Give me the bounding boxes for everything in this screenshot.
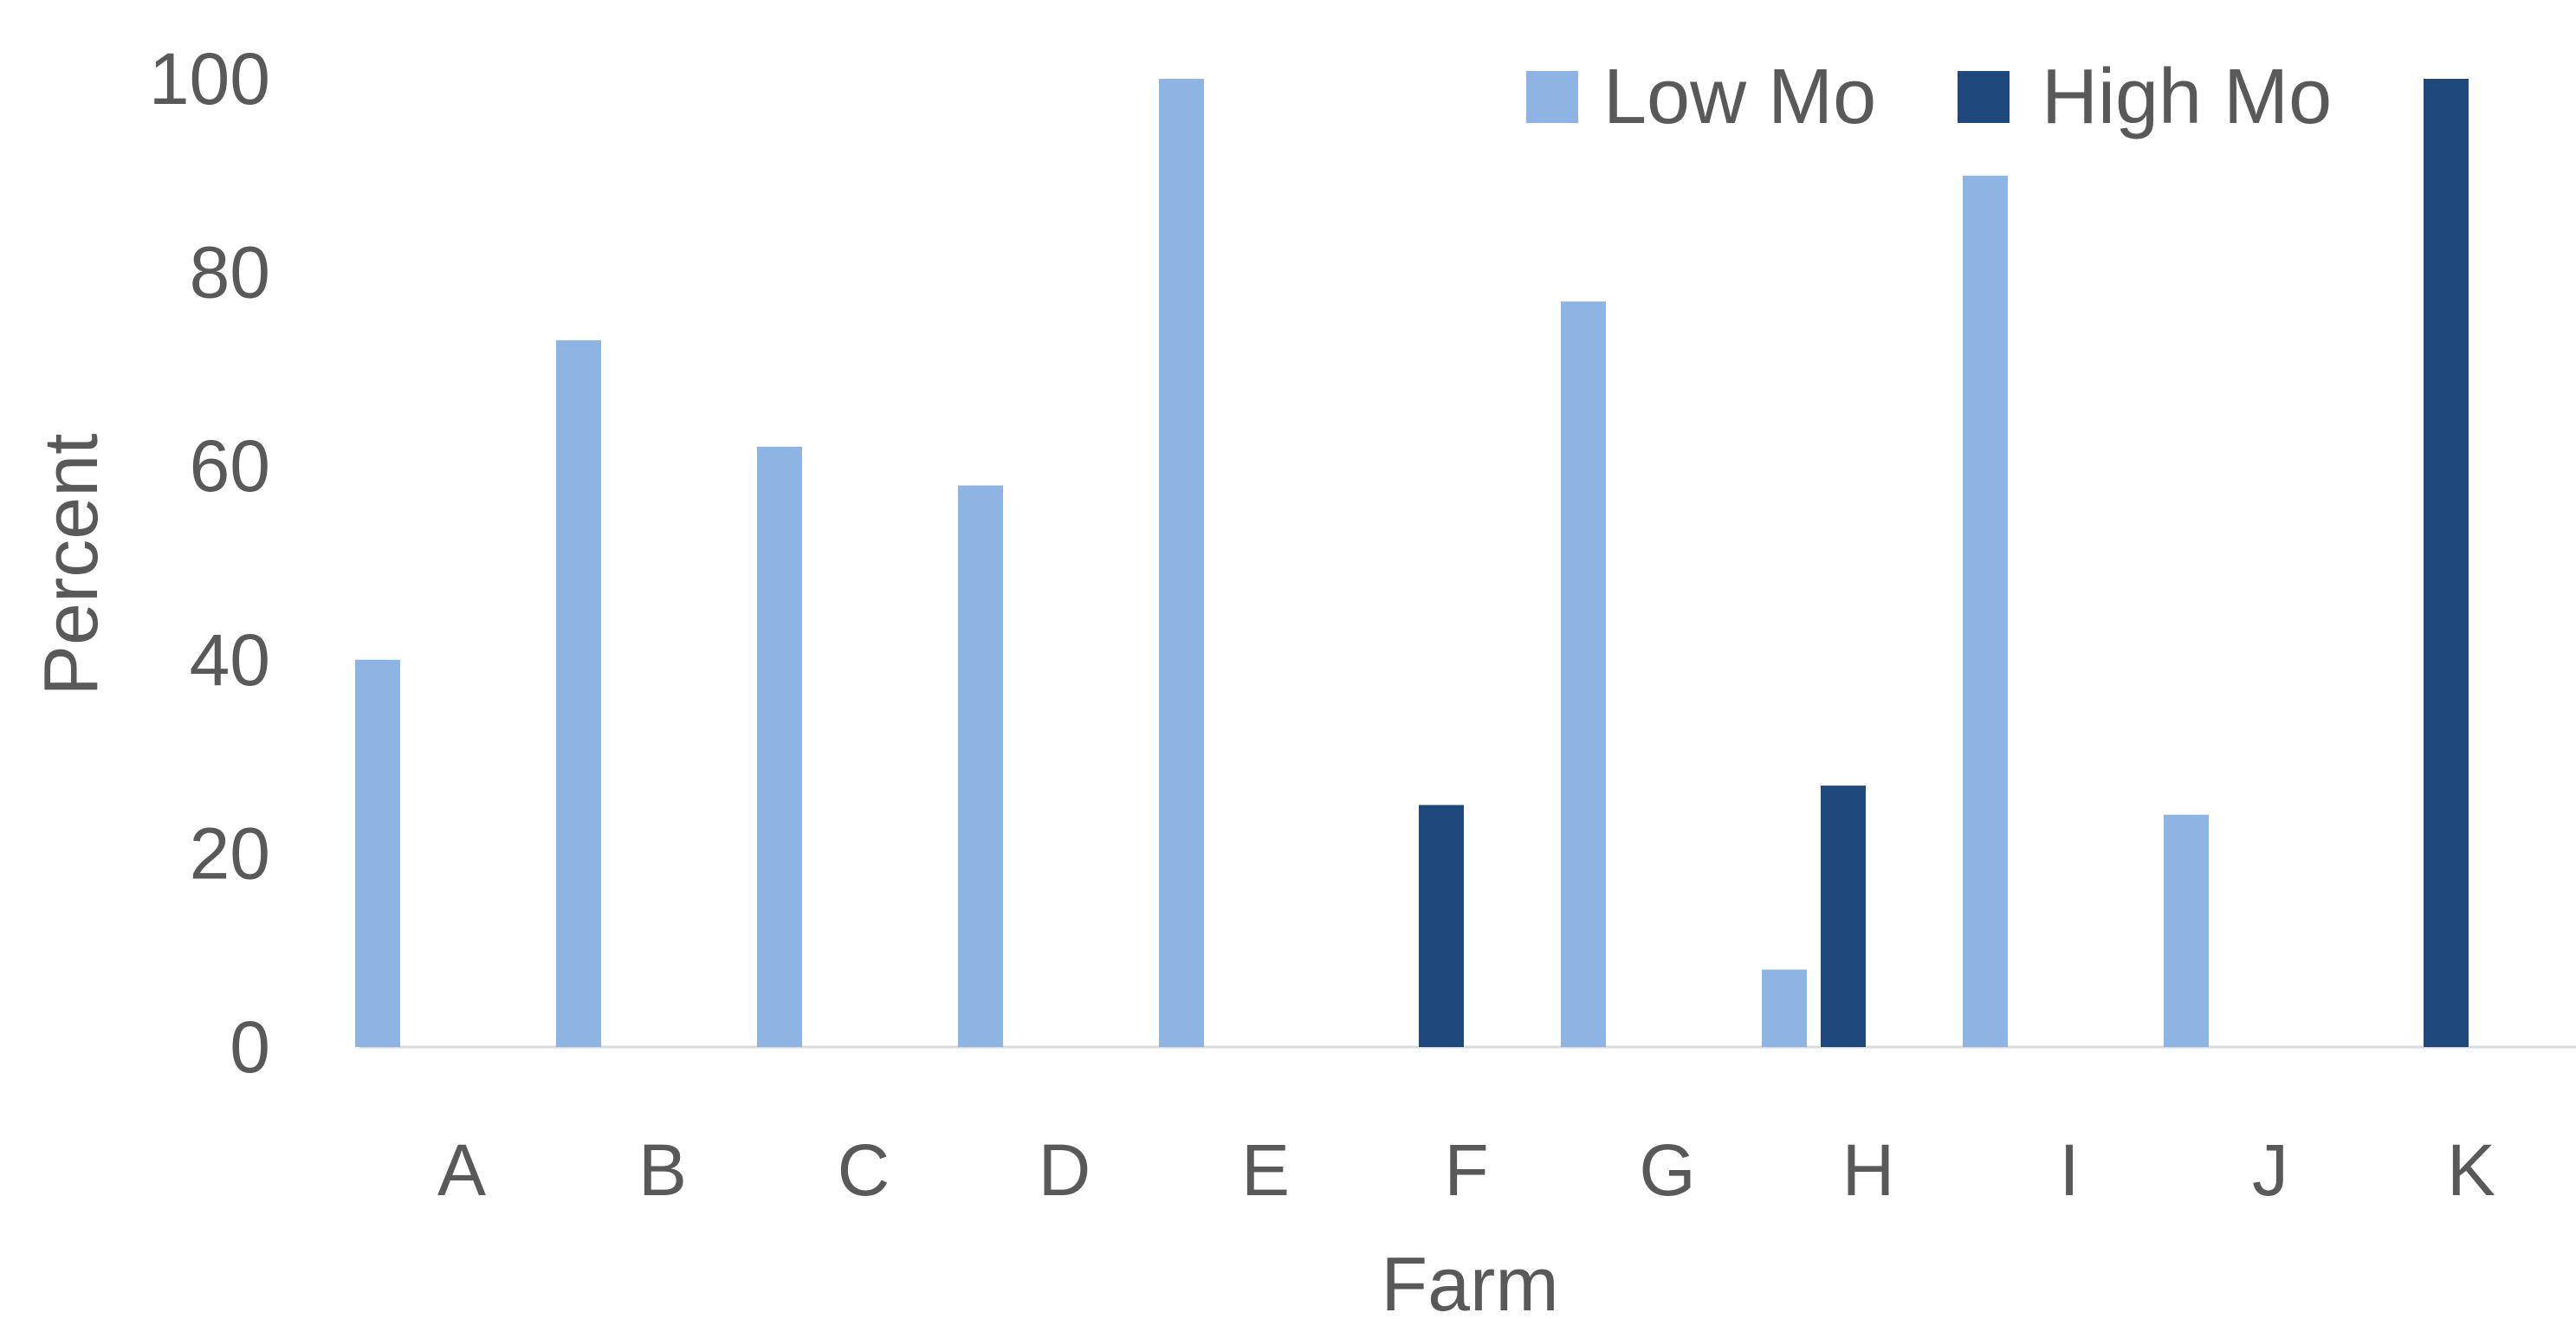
x-tick-label: H xyxy=(1842,1129,1895,1211)
bar-low-mo-j xyxy=(2164,814,2209,1047)
y-tick-label: 40 xyxy=(190,619,270,701)
bars xyxy=(355,79,2469,1048)
bar-low-mo-b xyxy=(556,339,601,1047)
y-tick-label: 100 xyxy=(149,38,270,120)
x-tick-label: E xyxy=(1241,1129,1290,1211)
x-tick-label: K xyxy=(2447,1129,2495,1211)
bar-low-mo-i xyxy=(1963,175,2008,1048)
y-axis-title: Percent xyxy=(28,433,113,695)
legend: Low Mo High Mo xyxy=(1526,54,2332,140)
bar-low-mo-e xyxy=(1159,79,1204,1047)
x-tick-label: B xyxy=(638,1129,687,1211)
y-tick-label: 20 xyxy=(190,812,270,894)
x-tick-label: D xyxy=(1039,1129,1091,1211)
y-axis-ticks: 0 20 40 60 80 100 xyxy=(149,38,270,1088)
x-axis-title: Farm xyxy=(1381,1241,1558,1319)
x-axis-category-labels: A B C D E F G H I J K xyxy=(437,1129,2495,1211)
legend-swatch xyxy=(1526,71,1578,123)
y-tick-label: 80 xyxy=(190,232,270,314)
bar-high-mo-k xyxy=(2424,79,2469,1047)
bar-low-mo-a xyxy=(355,659,400,1047)
bar-low-mo-c xyxy=(757,446,802,1047)
bar-low-mo-g xyxy=(1561,301,1606,1047)
bar-high-mo-h xyxy=(1821,786,1866,1047)
bar-low-mo-d xyxy=(958,485,1003,1047)
x-tick-label: G xyxy=(1639,1129,1695,1211)
legend-label: High Mo xyxy=(2042,54,2332,140)
bar-low-mo-h xyxy=(1762,969,1807,1047)
x-tick-label: I xyxy=(2059,1129,2079,1211)
x-tick-label: F xyxy=(1444,1129,1488,1211)
bar-high-mo-f xyxy=(1419,805,1464,1047)
legend-label: Low Mo xyxy=(1603,54,1876,140)
y-tick-label: 60 xyxy=(190,425,270,507)
y-tick-label: 0 xyxy=(230,1006,270,1088)
x-tick-label: A xyxy=(437,1129,486,1211)
x-tick-label: J xyxy=(2252,1129,2288,1211)
x-tick-label: C xyxy=(838,1129,890,1211)
legend-swatch xyxy=(1958,71,2010,123)
